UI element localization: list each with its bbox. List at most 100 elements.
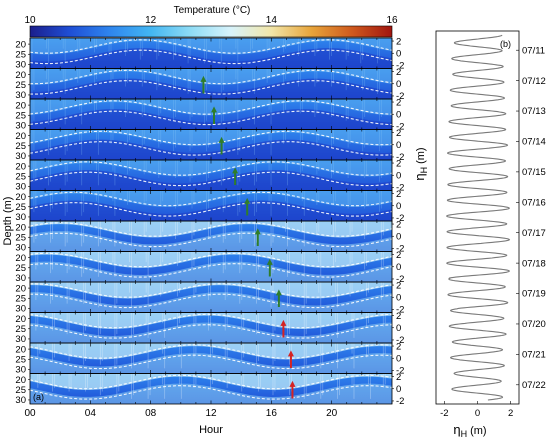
cold-layer [30,139,392,160]
warm-layer [30,160,392,177]
eta-tick-label: 2 [396,97,401,108]
eta-tick-label: 2 [396,67,401,78]
isotherm-line [30,80,392,95]
right-label-eta: η [412,173,427,180]
panel-a-label: (a) [33,392,44,402]
warm-layer [30,312,392,329]
depth-tick-label: 30 [15,121,26,132]
depth-tick-label: 20 [15,39,26,50]
colorbar-bar [29,25,393,38]
isotherm-line [30,374,392,390]
panel-a: 20253020-220253020-220253020-220253020-2… [2,36,429,436]
hour-tick-label: 16 [266,408,278,419]
arrow-marker [218,136,225,155]
depth-tick-label: 25 [15,141,26,152]
hour-tick-label: 12 [205,408,217,419]
depth-tick-label: 20 [15,375,26,386]
eta-tick-label: 2 [396,372,401,383]
day-section [30,160,392,191]
eta-tick-label: -2 [396,152,404,163]
eta-tick-label: -2 [396,396,404,407]
depth-tick-label: 25 [15,171,26,182]
eta-tick-label: 0 [396,140,401,151]
panel-a-axes: 20253020-220253020-220253020-220253020-2… [15,36,404,407]
day-section [30,129,392,160]
date-tick-label: 07/21 [522,350,546,361]
arrow-head [254,228,261,235]
eta-tick-label: -2 [396,61,404,72]
isotherm-line [30,263,392,278]
cold-layer [30,383,392,404]
arrow-marker [287,350,294,369]
eta-x-tick-label: 0 [475,408,480,419]
warm-layer [30,190,392,207]
eta-tick-label: 0 [396,109,401,120]
arrow-head [244,197,251,204]
arrow-head [280,319,287,326]
day-section [30,312,392,343]
panel-b: (b) 07/1107/1207/1307/1407/1507/1607/170… [435,30,546,439]
eta-tick-label: -2 [396,274,404,285]
hour-tick-label: 20 [326,408,338,419]
eta-tick-label: -2 [396,366,404,377]
isotherm-line [30,252,392,268]
arrow-head [275,289,282,296]
eta-tick-label: 0 [396,231,401,242]
depth-tick-label: 30 [15,212,26,223]
hour-tick-label: 00 [24,408,36,419]
isotherm-line [30,283,392,298]
eta-tick-label: -2 [396,213,404,224]
warm-layer [30,38,392,55]
depth-tick-label: 20 [15,253,26,264]
cold-layer [30,170,392,191]
date-tick-label: 07/18 [522,258,546,269]
eta-tick-label: 2 [396,250,401,261]
eta-tick-label: 2 [396,341,401,352]
depth-tick-label: 20 [15,161,26,172]
depth-tick-label: 25 [15,110,26,121]
panel-b-frame [435,30,520,405]
depth-tick-label: 30 [15,304,26,315]
depth-tick-label: 30 [15,395,26,406]
depth-tick-label: 30 [15,365,26,376]
depth-tick-label: 30 [15,334,26,345]
day-sections [30,38,392,404]
isotherm-line [30,171,392,187]
eta-tick-label: -2 [396,183,404,194]
panel-b-label: (b) [500,39,511,49]
eta-x-tick-label: -2 [440,408,448,419]
date-tick-label: 07/19 [522,289,546,300]
warm-layer [30,282,392,299]
arrow-marker [289,380,296,399]
day-section [30,68,392,99]
panel-a-xlabel: Hour [199,424,223,436]
arrow-head [211,106,218,113]
day-section [30,343,392,374]
cold-layer [30,109,392,130]
eta-tick-label: 2 [396,311,401,322]
depth-tick-label: 20 [15,222,26,233]
warm-layer [30,251,392,268]
colorbar-tick-label: 10 [24,15,36,26]
day-section [30,221,392,252]
day-section [30,373,392,404]
panel-a-right-label: ηH (m) [412,147,429,180]
eta-tick-label: -2 [396,122,404,133]
eta-tick-label: -2 [396,244,404,255]
depth-tick-label: 20 [15,314,26,325]
right-label-unit: (m) [415,147,427,164]
isotherm-line [30,110,392,126]
panel-b-xlabel-eta: η [453,422,460,437]
date-tick-label: 07/11 [522,45,545,56]
arrow-marker [254,228,261,247]
date-tick-label: 07/16 [522,197,546,208]
depth-tick-label: 30 [15,90,26,101]
warm-layer [30,221,392,238]
date-tick-label: 07/15 [522,167,546,178]
colorbar: Temperature (°C) 10 12 14 16 [24,5,398,38]
day-section [30,38,392,69]
panel-b-date-labels: 07/11 07/12 07/13 07/14 07/15 07/16 07/17 07/18… [522,45,546,391]
depth-tick-label: 20 [15,192,26,203]
depth-tick-label: 30 [15,182,26,193]
